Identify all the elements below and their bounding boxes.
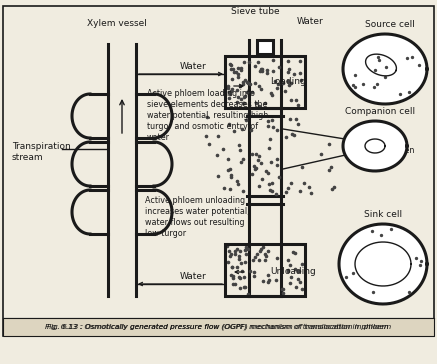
Polygon shape bbox=[343, 34, 427, 104]
Text: Sink cell: Sink cell bbox=[364, 210, 402, 219]
Text: Xylem vessel: Xylem vessel bbox=[87, 19, 147, 28]
Polygon shape bbox=[339, 224, 427, 304]
Text: Water: Water bbox=[297, 17, 323, 26]
Bar bbox=[257, 40, 273, 54]
Polygon shape bbox=[355, 242, 411, 286]
Text: Loading: Loading bbox=[270, 78, 306, 87]
Text: Pressure driven
bulk flow: Pressure driven bulk flow bbox=[352, 146, 414, 166]
Polygon shape bbox=[366, 54, 396, 76]
Polygon shape bbox=[343, 121, 407, 171]
Text: Unloading: Unloading bbox=[270, 266, 316, 276]
Text: Sieve tube: Sieve tube bbox=[231, 7, 279, 16]
Bar bbox=[225, 56, 305, 108]
Bar bbox=[225, 244, 305, 296]
Text: Fig. 6.13 : Osmotically generated pressure flow (OGPF) mechanism of translocatio: Fig. 6.13 : Osmotically generated pressu… bbox=[45, 324, 391, 330]
Text: Water: Water bbox=[180, 272, 206, 281]
Polygon shape bbox=[365, 139, 385, 153]
Text: Active phloem unloading
increases water potential,
water flows out resulting
low: Active phloem unloading increases water … bbox=[145, 196, 250, 238]
Bar bbox=[3, 318, 434, 336]
Text: Fig. 6.13 : Osmotically generated pressure flow (OGPF) mechanism of translocatio: Fig. 6.13 : Osmotically generated pressu… bbox=[47, 324, 389, 330]
Text: Companion cell: Companion cell bbox=[345, 107, 415, 116]
Text: Transpiration
stream: Transpiration stream bbox=[12, 142, 71, 162]
Text: Active phloem loading into
sieve elements decreases the
water potential, resulti: Active phloem loading into sieve element… bbox=[147, 89, 268, 142]
Text: Source cell: Source cell bbox=[365, 20, 415, 29]
Text: Water: Water bbox=[180, 62, 206, 71]
Bar bbox=[3, 318, 434, 336]
